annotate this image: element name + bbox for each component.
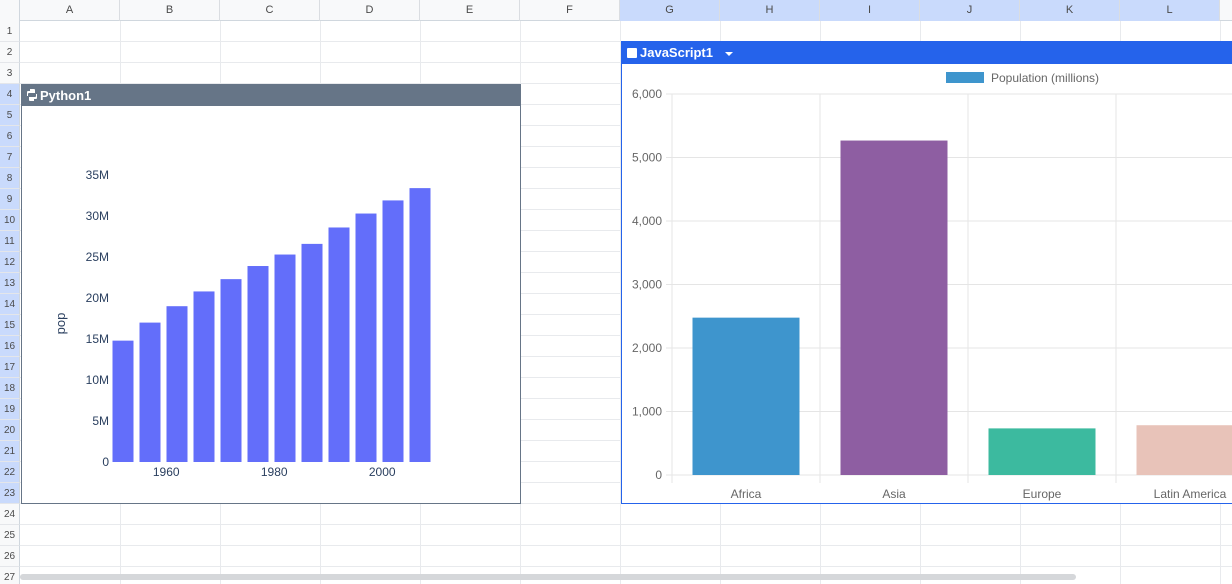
x-tick-label: Africa: [731, 487, 762, 501]
javascript-chart-widget[interactable]: JavaScript1 Population (millions) 0 1,000 2…: [621, 41, 1232, 504]
row-header-18[interactable]: 18: [0, 378, 20, 399]
row-header-17[interactable]: 17: [0, 357, 20, 378]
row-header-10[interactable]: 10: [0, 210, 20, 231]
chevron-down-icon[interactable]: [724, 51, 733, 56]
column-header-c[interactable]: C: [220, 0, 320, 21]
legend-swatch: [946, 72, 984, 83]
y-tick-label: 5M: [92, 414, 109, 428]
row-header-12[interactable]: 12: [0, 252, 20, 273]
bar: [139, 322, 161, 462]
row-header-14[interactable]: 14: [0, 294, 20, 315]
bar: [328, 227, 350, 462]
bar: [382, 200, 404, 463]
row-header-15[interactable]: 15: [0, 315, 20, 336]
select-all-corner[interactable]: [0, 0, 20, 21]
javascript-bar-chart: Population (millions) 0 1,000 2,000 3,000 4,0…: [632, 71, 1232, 501]
horizontal-scrollbar[interactable]: [20, 574, 1076, 580]
row-header-9[interactable]: 9: [0, 189, 20, 210]
row-header-21[interactable]: 21: [0, 441, 20, 462]
bar: [409, 188, 431, 462]
row-header-6[interactable]: 6: [0, 126, 20, 147]
row-gridline: [20, 545, 1232, 546]
y-tick-label: 30M: [86, 209, 109, 223]
row-header-11[interactable]: 11: [0, 231, 20, 252]
row-header-22[interactable]: 22: [0, 462, 20, 483]
column-header-f[interactable]: F: [520, 0, 620, 21]
column-gridline: [620, 21, 621, 584]
column-header-k[interactable]: K: [1020, 0, 1120, 21]
y-tick-label: 10M: [86, 373, 109, 387]
x-tick-label: 1960: [153, 465, 180, 479]
y-axis-label: pop: [53, 313, 68, 335]
row-header-24[interactable]: 24: [0, 504, 20, 525]
bar: [247, 266, 269, 462]
javascript-icon: [627, 48, 637, 58]
x-tick-label: Latin America: [1154, 487, 1227, 501]
python-chart-widget[interactable]: Python1 0 5M 10M 15M 20M 25M 30M 35M pop 1960 1980…: [21, 84, 521, 504]
y-tick-label: 5,000: [632, 151, 662, 165]
column-header-g[interactable]: G: [620, 0, 720, 21]
row-header-3[interactable]: 3: [0, 63, 20, 84]
column-header-l[interactable]: L: [1120, 0, 1220, 21]
bar: [355, 213, 377, 462]
legend-label: Population (millions): [991, 71, 1099, 85]
bar: [301, 243, 323, 462]
column-header-b[interactable]: B: [120, 0, 220, 21]
y-tick-label: 0: [102, 455, 109, 469]
row-header-27[interactable]: 27: [0, 567, 20, 584]
row-gridline: [20, 566, 1232, 567]
column-header-j[interactable]: J: [920, 0, 1020, 21]
bar: [840, 140, 948, 475]
row-header-2[interactable]: 2: [0, 42, 20, 63]
bar: [193, 291, 215, 462]
javascript-widget-titlebar[interactable]: JavaScript1: [622, 42, 1232, 64]
python-bar-chart: 0 5M 10M 15M 20M 25M 30M 35M pop 1960 1980 2000: [53, 168, 431, 479]
bar: [692, 317, 800, 475]
python-widget-titlebar[interactable]: Python1: [22, 85, 520, 106]
bar: [1136, 425, 1232, 475]
bar: [220, 279, 242, 462]
bar: [988, 428, 1096, 475]
row-header-23[interactable]: 23: [0, 483, 20, 504]
row-header-8[interactable]: 8: [0, 168, 20, 189]
python-icon: [27, 89, 37, 101]
row-header-7[interactable]: 7: [0, 147, 20, 168]
bar: [166, 306, 188, 462]
python-widget-title: Python1: [40, 88, 92, 103]
x-tick-label: 1980: [261, 465, 288, 479]
y-tick-label: 25M: [86, 250, 109, 264]
column-header-a[interactable]: A: [20, 0, 120, 21]
y-tick-label: 35M: [86, 168, 109, 182]
y-tick-label: 15M: [86, 332, 109, 346]
column-header-h[interactable]: H: [720, 0, 820, 21]
bar: [112, 340, 134, 462]
row-header-13[interactable]: 13: [0, 273, 20, 294]
y-tick-label: 3,000: [632, 278, 662, 292]
javascript-widget-title: JavaScript1: [640, 45, 713, 60]
column-header-e[interactable]: E: [420, 0, 520, 21]
x-tick-label: Asia: [882, 487, 906, 501]
y-tick-label: 0: [655, 468, 662, 482]
row-header-20[interactable]: 20: [0, 420, 20, 441]
y-tick-label: 2,000: [632, 341, 662, 355]
row-header-19[interactable]: 19: [0, 399, 20, 420]
row-header-4[interactable]: 4: [0, 84, 20, 105]
y-tick-label: 6,000: [632, 87, 662, 101]
row-header-5[interactable]: 5: [0, 105, 20, 126]
row-header-26[interactable]: 26: [0, 546, 20, 567]
row-gridline: [20, 524, 1232, 525]
row-header-1[interactable]: 1: [0, 21, 20, 42]
row-header-16[interactable]: 16: [0, 336, 20, 357]
column-header-d[interactable]: D: [320, 0, 420, 21]
y-tick-label: 4,000: [632, 214, 662, 228]
column-header-i[interactable]: I: [820, 0, 920, 21]
row-header-25[interactable]: 25: [0, 525, 20, 546]
x-tick-label: 2000: [369, 465, 396, 479]
y-tick-label: 20M: [86, 291, 109, 305]
x-tick-label: Europe: [1023, 487, 1062, 501]
y-tick-label: 1,000: [632, 405, 662, 419]
bar: [274, 254, 296, 462]
